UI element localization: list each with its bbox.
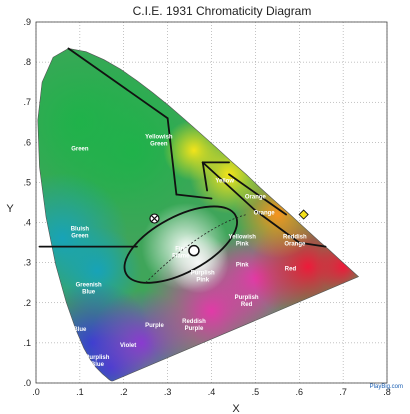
region-label: Violet xyxy=(120,343,136,349)
y-tick-label: .4 xyxy=(23,218,31,228)
x-tick-label: .4 xyxy=(208,387,216,397)
y-tick-label: .6 xyxy=(23,137,31,147)
region-label: Red xyxy=(285,267,297,273)
white-region-oval xyxy=(123,205,238,284)
region-boundaries xyxy=(38,47,327,284)
axis-ticks: .0 .1 .2 .3 .4 .5 .6 .7 .8 .0 .1 .2 .3 .4 .5 .6 .7 .8 .9 xyxy=(23,17,390,397)
spectral-locus xyxy=(37,48,360,382)
planckian-locus xyxy=(145,214,247,284)
y-tick-label: .9 xyxy=(23,17,31,27)
credit-label: PlayBig.com xyxy=(370,384,403,390)
x-tick-label: .2 xyxy=(120,387,128,397)
region-label: Purple xyxy=(145,323,164,329)
colour-blob xyxy=(167,231,230,294)
region-label: Purplish Pink xyxy=(191,271,215,284)
white-point-marker xyxy=(188,244,200,257)
region-label: Pink xyxy=(236,263,249,269)
y-tick-label: .5 xyxy=(23,177,31,187)
region-label: Blue xyxy=(73,327,87,333)
region-label: Greenish Blue xyxy=(76,283,102,296)
colour-blob xyxy=(316,240,359,294)
region-label: Bluish Green xyxy=(71,227,90,240)
boundary-line xyxy=(175,193,213,200)
region-label: Reddish Orange xyxy=(283,235,307,248)
y-tick-label: .3 xyxy=(23,258,31,268)
x-tick-label: .8 xyxy=(383,387,391,397)
colour-blob xyxy=(163,119,225,182)
x-axis-label: X xyxy=(232,403,240,414)
x-tick-label: .3 xyxy=(164,387,172,397)
x-tick-label: .1 xyxy=(76,387,84,397)
x-tick-label: .6 xyxy=(295,387,303,397)
boundary-line xyxy=(166,117,178,196)
boundary-line xyxy=(67,47,169,120)
y-tick-label: .8 xyxy=(23,57,31,67)
region-label: Green xyxy=(71,146,89,152)
markers xyxy=(149,209,309,257)
region-label: Yellow xyxy=(215,178,234,184)
boundary-line xyxy=(228,173,287,216)
cross-stroke xyxy=(151,215,158,222)
region-label: Purplish Blue xyxy=(85,355,109,368)
region-labels: Green Yellowish Green Bluish Green Greenish Bl… xyxy=(71,134,307,368)
y-axis-label: Y xyxy=(6,203,14,215)
region-label: Yellowish Green xyxy=(145,134,173,147)
region-label: Orange xyxy=(245,194,267,200)
boundary-line xyxy=(298,241,327,248)
chart-title: C.I.E. 1931 Chromaticity Diagram xyxy=(133,4,312,18)
x-tick-label: .7 xyxy=(339,387,347,397)
boundary-line xyxy=(201,161,257,212)
plot-frame xyxy=(35,21,388,384)
y-tick-label: .1 xyxy=(23,338,31,348)
region-label: Purplish Red xyxy=(235,295,259,308)
colour-fill xyxy=(37,48,359,381)
diamond-marker xyxy=(298,209,309,220)
x-tick-label: .5 xyxy=(252,387,260,397)
region-label: Fire Flame xyxy=(172,247,190,260)
x-tick-label: .0 xyxy=(32,387,40,397)
region-label: Orange xyxy=(254,211,276,217)
boundary-line xyxy=(201,161,209,192)
boundary-line xyxy=(254,209,301,244)
y-tick-label: .2 xyxy=(23,298,31,308)
y-tick-label: .0 xyxy=(23,378,31,388)
region-label: Yellowish Pink xyxy=(229,235,257,248)
y-tick-label: .7 xyxy=(23,97,31,107)
region-label: Reddish Purple xyxy=(182,319,206,332)
